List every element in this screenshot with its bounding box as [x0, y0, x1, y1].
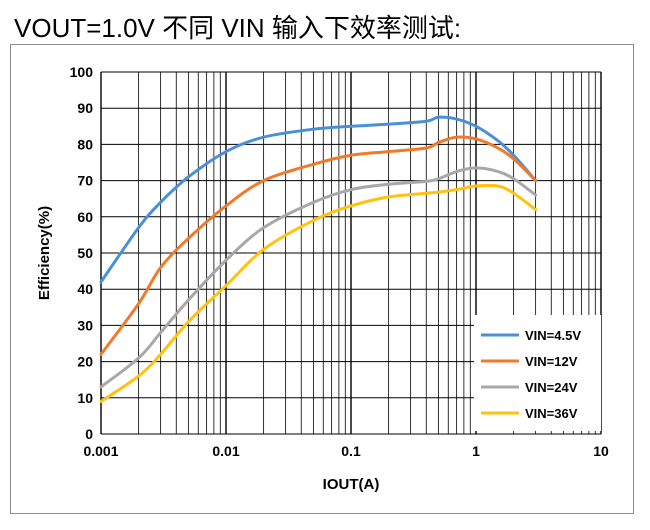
- legend: VIN=4.5V VIN=12V VIN=24V VIN=36V: [481, 328, 581, 421]
- y-tick-label: 50: [77, 245, 93, 261]
- series-line: [99, 183, 538, 403]
- x-axis-label: IOUT(A): [323, 476, 380, 493]
- series-line: [99, 135, 538, 356]
- x-tick-label: 0.01: [212, 443, 239, 459]
- y-tick-labels: 0 10 20 30 40 50 60 70 80 90 100: [70, 64, 94, 442]
- series-lines: [99, 115, 538, 403]
- x-tick-label: 10: [593, 443, 609, 459]
- y-tick-label: 40: [77, 281, 93, 297]
- x-tick-label: 1: [472, 443, 480, 459]
- y-tick-label: 30: [77, 317, 93, 333]
- efficiency-chart: 0 10 20 30 40 50 60 70 80 90 100 0.001 0.01 0.1 1 10 I…: [36, 64, 609, 493]
- chart-frame: 0 10 20 30 40 50 60 70 80 90 100 0.001 0.01 0.1 1 10 I…: [10, 44, 634, 514]
- y-tick-label: 70: [77, 173, 93, 189]
- y-tick-label: 20: [77, 354, 93, 370]
- legend-label: VIN=4.5V: [525, 328, 581, 343]
- legend-label: VIN=12V: [525, 354, 578, 369]
- legend-label: VIN=24V: [525, 380, 578, 395]
- y-tick-label: 80: [77, 136, 93, 152]
- x-tick-label: 0.1: [341, 443, 361, 459]
- y-tick-label: 10: [77, 390, 93, 406]
- legend-label: VIN=36V: [525, 406, 578, 421]
- page-heading: VOUT=1.0V 不同 VIN 输入下效率测试:: [14, 13, 462, 43]
- x-tick-labels: 0.001 0.01 0.1 1 10: [83, 443, 609, 459]
- series-line: [99, 166, 538, 389]
- y-tick-label: 0: [85, 426, 93, 442]
- x-tick-label: 0.001: [83, 443, 118, 459]
- y-axis-label: Efficiency(%): [36, 206, 53, 300]
- series-line: [99, 115, 538, 284]
- y-tick-label: 90: [77, 100, 93, 116]
- y-tick-label: 100: [70, 64, 94, 80]
- y-tick-label: 60: [77, 209, 93, 225]
